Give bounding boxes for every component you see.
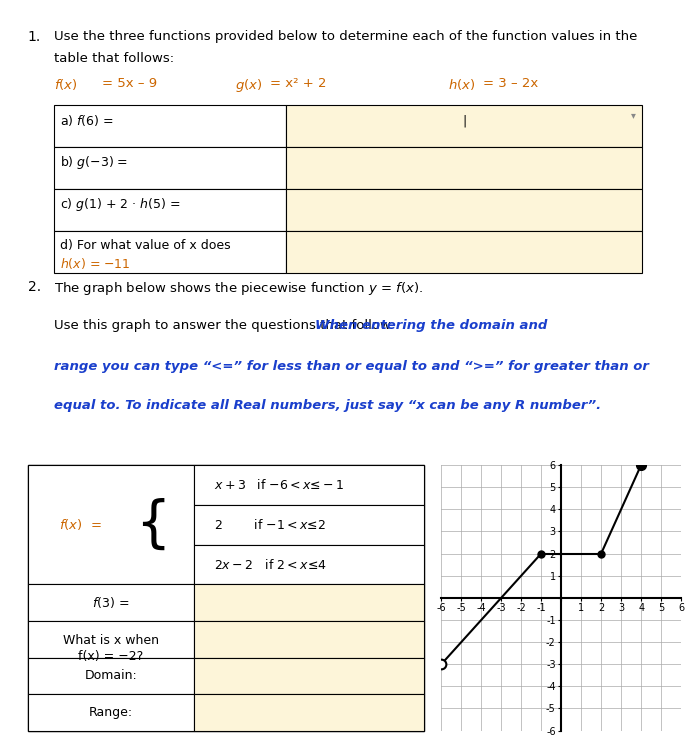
FancyBboxPatch shape [286, 105, 642, 147]
Text: $\it{f}$(3) =: $\it{f}$(3) = [92, 596, 130, 610]
Text: = 5x – 9: = 5x – 9 [102, 77, 157, 90]
Text: Use the three functions provided below to determine each of the function values : Use the three functions provided below t… [54, 30, 637, 43]
Text: $\it{h}$$\it{(x)}$: $\it{h}$$\it{(x)}$ [448, 77, 475, 92]
Text: f(x) = −2?: f(x) = −2? [79, 650, 144, 663]
Text: Use this graph to answer the questions that follow.: Use this graph to answer the questions t… [54, 320, 398, 332]
FancyBboxPatch shape [28, 658, 194, 694]
FancyBboxPatch shape [194, 658, 424, 694]
FancyBboxPatch shape [28, 465, 424, 731]
Text: $x + 3$   if $-6 < x ≤ -1$: $x + 3$ if $-6 < x ≤ -1$ [214, 478, 345, 492]
Text: d) For what value of x does: d) For what value of x does [60, 238, 231, 252]
FancyBboxPatch shape [194, 694, 424, 731]
Text: b) $\it{g}$(−3) =: b) $\it{g}$(−3) = [60, 154, 129, 171]
Text: {: { [135, 497, 170, 552]
Text: 2.: 2. [28, 280, 41, 294]
Text: a) $\it{f}$(6) =: a) $\it{f}$(6) = [60, 114, 114, 128]
FancyBboxPatch shape [194, 584, 424, 621]
Text: equal to. To indicate all Real numbers, just say “x can be any R number”.: equal to. To indicate all Real numbers, … [54, 399, 600, 412]
Text: table that follows:: table that follows: [54, 52, 174, 65]
Text: |: | [462, 114, 466, 128]
Text: $\it{h}$$\it{(x)}$ = −11: $\it{h}$$\it{(x)}$ = −11 [60, 256, 131, 271]
FancyBboxPatch shape [194, 505, 424, 545]
Text: = 3 – 2x: = 3 – 2x [484, 77, 539, 90]
FancyBboxPatch shape [28, 465, 194, 584]
FancyBboxPatch shape [194, 465, 424, 505]
Text: 1.: 1. [28, 30, 41, 44]
FancyBboxPatch shape [194, 545, 424, 584]
Text: $\it{f}$$\it{(x)}$  =: $\it{f}$$\it{(x)}$ = [60, 517, 104, 532]
Text: range you can type “<=” for less than or equal to and “>=” for greater than or: range you can type “<=” for less than or… [54, 360, 648, 373]
FancyBboxPatch shape [28, 621, 194, 658]
Text: The graph below shows the piecewise function $\it{y}$ = $\it{f(x)}$.: The graph below shows the piecewise func… [54, 280, 423, 297]
FancyBboxPatch shape [54, 147, 286, 189]
FancyBboxPatch shape [54, 105, 286, 147]
Text: $\it{f}$$\it{(x)}$: $\it{f}$$\it{(x)}$ [54, 77, 77, 92]
Text: ▾: ▾ [630, 110, 635, 120]
FancyBboxPatch shape [286, 147, 642, 189]
Text: = x² + 2: = x² + 2 [270, 77, 327, 90]
Text: $\it{g}$$\it{(x)}$: $\it{g}$$\it{(x)}$ [235, 77, 262, 94]
FancyBboxPatch shape [54, 189, 286, 231]
FancyBboxPatch shape [28, 694, 194, 731]
FancyBboxPatch shape [194, 621, 424, 658]
Text: Range:: Range: [89, 706, 133, 719]
FancyBboxPatch shape [286, 231, 642, 273]
FancyBboxPatch shape [286, 189, 642, 231]
Text: When entering the domain and: When entering the domain and [316, 320, 548, 332]
Text: Domain:: Domain: [85, 669, 138, 683]
Text: $2x - 2$   if $2 < x ≤ 4$: $2x - 2$ if $2 < x ≤ 4$ [214, 558, 327, 571]
FancyBboxPatch shape [28, 584, 194, 621]
FancyBboxPatch shape [54, 231, 286, 273]
Text: c) $\it{g}$(1) + 2 · $\it{h}$(5) =: c) $\it{g}$(1) + 2 · $\it{h}$(5) = [60, 196, 181, 213]
Text: What is x when: What is x when [63, 634, 159, 647]
Text: $2$        if $-1 < x ≤ 2$: $2$ if $-1 < x ≤ 2$ [214, 518, 326, 531]
